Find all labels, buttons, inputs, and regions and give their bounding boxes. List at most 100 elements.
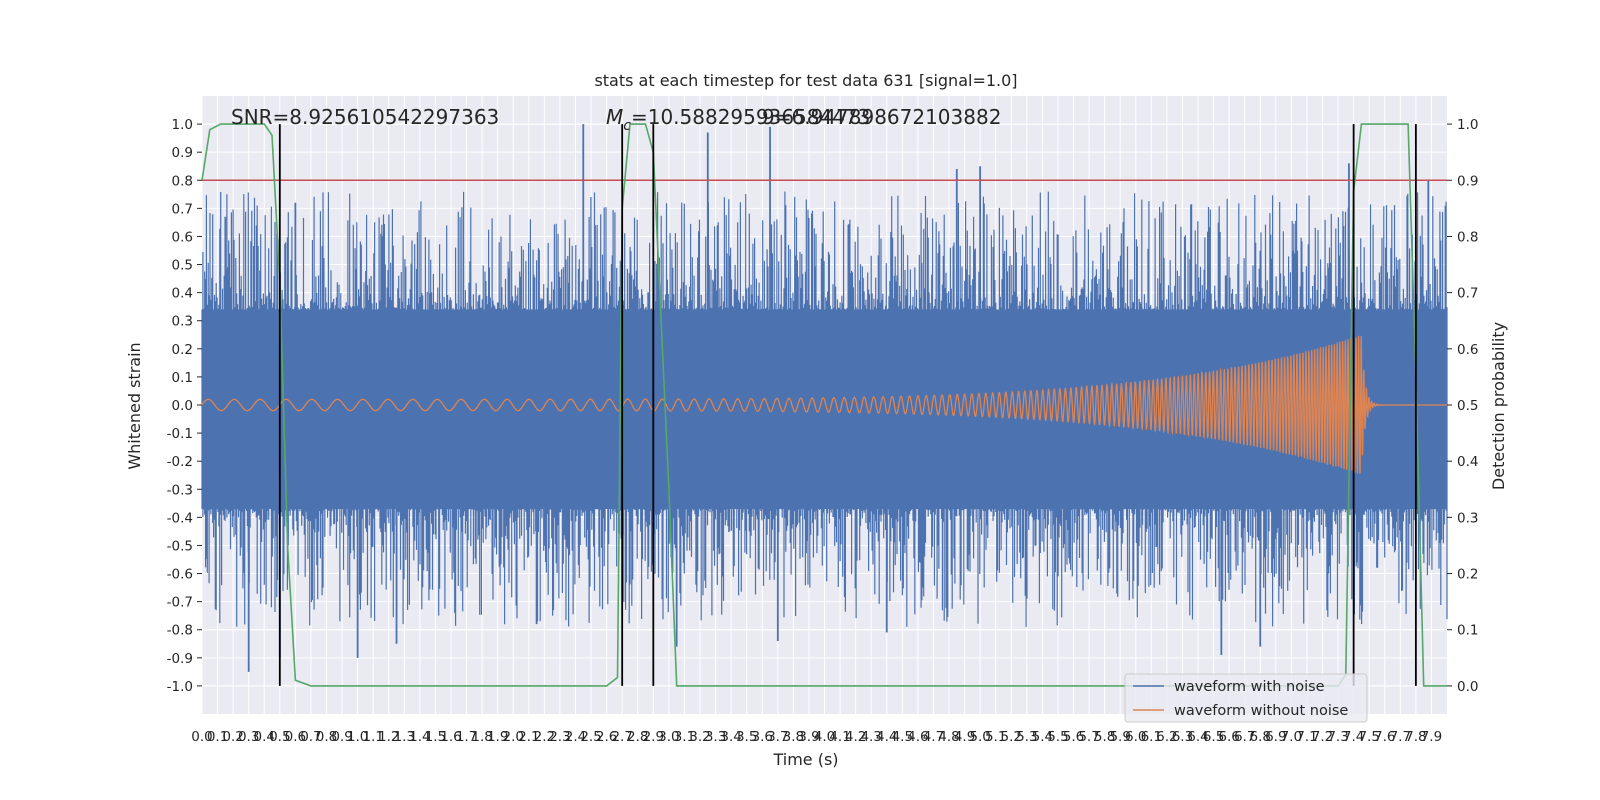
x-tick-label: 7.6 xyxy=(1374,729,1395,745)
x-tick-label: 6.9 xyxy=(1265,729,1286,745)
y-tick-label-left: -0.4 xyxy=(167,510,193,526)
y-tick-label-right: 0.6 xyxy=(1457,342,1478,358)
y-tick-label-left: -0.7 xyxy=(167,595,193,611)
x-tick-label: 7.7 xyxy=(1390,729,1411,745)
x-tick-label: 5.0 xyxy=(969,729,990,745)
x-tick-label: 7.2 xyxy=(1312,729,1333,745)
x-tick-label: 7.1 xyxy=(1296,729,1317,745)
x-tick-label: 5.2 xyxy=(1001,729,1022,745)
x-tick-label: 3.5 xyxy=(736,729,757,745)
legend-label-noisy: waveform with noise xyxy=(1174,679,1325,695)
x-tick-label: 4.0 xyxy=(814,729,835,745)
chirp-mass-subscript: c xyxy=(623,118,631,134)
x-axis-label: Time (s) xyxy=(772,750,838,769)
x-tick-label: 1.0 xyxy=(347,729,368,745)
x-tick-label: 3.7 xyxy=(767,729,788,745)
x-tick-label: 4.4 xyxy=(876,729,897,745)
x-tick-label: 3.2 xyxy=(689,729,710,745)
detection-probability-layer xyxy=(201,123,1447,687)
x-tick-label: 4.2 xyxy=(845,729,866,745)
x-tick-label: 7.9 xyxy=(1421,729,1442,745)
clean-waveform-series xyxy=(201,335,1447,474)
chirp-mass-symbol: M xyxy=(606,105,623,129)
x-tick-label: 1.4 xyxy=(409,729,430,745)
y-tick-label-left: -0.3 xyxy=(167,482,193,498)
x-tick-label: 4.7 xyxy=(923,729,944,745)
chart-title: stats at each timestep for test data 631… xyxy=(594,71,1017,90)
x-tick-label: 2.7 xyxy=(611,729,632,745)
x-tick-label: 4.8 xyxy=(938,729,959,745)
clean-chirp-line xyxy=(201,335,1447,474)
x-tick-label: 5.8 xyxy=(1094,729,1115,745)
x-tick-label: 6.3 xyxy=(1172,729,1193,745)
y-tick-label-left: -0.8 xyxy=(167,623,193,639)
x-tick-label: 1.7 xyxy=(456,729,477,745)
y-tick-label-left: 0.3 xyxy=(172,314,193,330)
x-tick-label: 3.9 xyxy=(798,729,819,745)
x-tick-label: 5.6 xyxy=(1063,729,1084,745)
y-tick-label-left: 0.8 xyxy=(172,173,193,189)
x-tick-label: 3.6 xyxy=(752,729,773,745)
x-tick-label: 0.0 xyxy=(191,729,212,745)
x-tick-label: 1.9 xyxy=(487,729,508,745)
snr-annotation: SNR=8.925610542297363 xyxy=(231,105,499,129)
x-tick-label: 5.4 xyxy=(1032,729,1053,745)
x-tick-label: 5.3 xyxy=(1016,729,1037,745)
x-tick-label: 7.0 xyxy=(1281,729,1302,745)
x-tick-label: 5.1 xyxy=(985,729,1006,745)
y-tick-label-right: 0.9 xyxy=(1457,173,1478,189)
y-tick-label-left: 0.5 xyxy=(172,258,193,274)
x-tick-label: 1.2 xyxy=(378,729,399,745)
x-tick-label: 0.1 xyxy=(207,729,228,745)
x-tick-label: 1.3 xyxy=(394,729,415,745)
x-tick-label: 0.4 xyxy=(254,729,275,745)
x-tick-label: 2.6 xyxy=(596,729,617,745)
x-tick-label: 2.9 xyxy=(643,729,664,745)
x-tick-label: 3.4 xyxy=(720,729,741,745)
x-tick-label: 0.5 xyxy=(269,729,290,745)
x-tick-label: 0.2 xyxy=(222,729,243,745)
y-tick-label-left: 0.0 xyxy=(172,398,193,414)
overlapping-annotation: 9=6.947898672103882 xyxy=(762,105,1001,129)
x-tick-label: 2.4 xyxy=(565,729,586,745)
x-tick-label: 6.0 xyxy=(1125,729,1146,745)
x-axis-ticks: 0.00.10.20.30.40.50.60.70.80.91.01.11.21… xyxy=(191,729,1442,745)
y-tick-label-right: 0.7 xyxy=(1457,286,1478,302)
y-tick-label-right: 1.0 xyxy=(1457,117,1478,133)
y-tick-label-right: 0.3 xyxy=(1457,510,1478,526)
x-tick-label: 3.1 xyxy=(674,729,695,745)
x-tick-label: 6.2 xyxy=(1156,729,1177,745)
x-tick-label: 2.2 xyxy=(534,729,555,745)
x-tick-label: 4.6 xyxy=(907,729,928,745)
y-tick-label-right: 0.4 xyxy=(1457,454,1478,470)
x-tick-label: 7.5 xyxy=(1358,729,1379,745)
x-tick-label: 0.8 xyxy=(316,729,337,745)
x-tick-label: 5.7 xyxy=(1078,729,1099,745)
x-tick-label: 7.3 xyxy=(1327,729,1348,745)
x-tick-label: 4.9 xyxy=(954,729,975,745)
x-tick-label: 6.6 xyxy=(1218,729,1239,745)
y-tick-label-right: 0.1 xyxy=(1457,623,1478,639)
y-tick-label-left: -0.1 xyxy=(167,426,193,442)
y-tick-label-left: 0.9 xyxy=(172,145,193,161)
y-tick-label-left: -0.2 xyxy=(167,454,193,470)
x-tick-label: 3.3 xyxy=(705,729,726,745)
left-y-axis-ticks: 1.0 0.9 0.8 0.7 0.6 0.5 0.4 0.3 0.2 0.1 0.0 -0.1 -0.… xyxy=(167,117,202,695)
x-tick-label: 0.9 xyxy=(331,729,352,745)
x-tick-label: 7.8 xyxy=(1405,729,1426,745)
chirp-mass-annotation: Mc=10.588295936584473 xyxy=(606,105,870,134)
left-y-axis-label: Whitened strain xyxy=(125,342,144,469)
x-tick-label: 3.8 xyxy=(783,729,804,745)
y-tick-label-left: 0.7 xyxy=(172,201,193,217)
x-tick-label: 6.5 xyxy=(1203,729,1224,745)
x-tick-label: 2.3 xyxy=(549,729,570,745)
x-tick-label: 1.6 xyxy=(440,729,461,745)
chirp-mass-value: =10.588295936584473 xyxy=(631,105,870,129)
right-y-axis-ticks: 1.0 0.9 0.8 0.7 0.6 0.5 0.4 0.3 0.2 0.1 0.0 xyxy=(1447,117,1478,695)
y-tick-label-left: -0.6 xyxy=(167,567,193,583)
x-tick-label: 6.8 xyxy=(1250,729,1271,745)
x-tick-label: 2.0 xyxy=(503,729,524,745)
x-tick-label: 1.1 xyxy=(362,729,383,745)
x-tick-label: 0.7 xyxy=(300,729,321,745)
